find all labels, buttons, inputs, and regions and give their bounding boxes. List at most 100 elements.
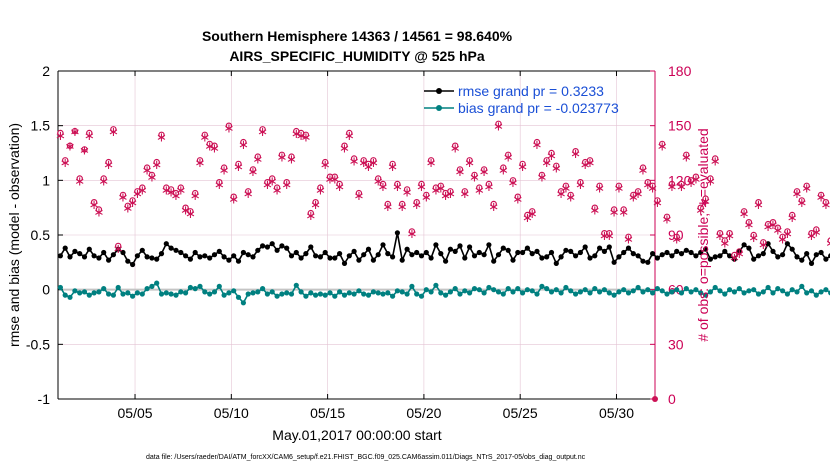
possible-obs-marker: [784, 228, 791, 235]
possible-obs-marker: [514, 193, 522, 200]
evaluated-obs-marker: ∗: [132, 187, 143, 202]
data-point: [192, 249, 198, 256]
evaluated-obs-marker: ∗: [686, 176, 697, 191]
possible-obs-marker: [697, 204, 704, 211]
data-point: [240, 300, 246, 306]
data-point: [130, 261, 136, 268]
data-point: [433, 282, 439, 288]
data-point: [520, 290, 526, 296]
data-point: [163, 241, 169, 247]
evaluated-obs-marker: ∗: [373, 174, 384, 189]
evaluated-obs-marker: ∗: [796, 196, 807, 211]
possible-obs-marker: [216, 178, 223, 186]
data-point: [375, 290, 381, 296]
possible-obs-marker: [437, 182, 444, 189]
possible-obs-marker: [480, 166, 488, 173]
y-tick-label: 1.5: [31, 118, 51, 134]
data-point: [443, 292, 449, 298]
possible-obs-marker: [427, 157, 435, 164]
possible-obs-marker: [529, 208, 536, 215]
evaluated-obs-marker: ∗: [580, 158, 591, 173]
data-point: [755, 291, 762, 297]
data-point: [481, 290, 487, 296]
evaluated-obs-marker: ∗: [262, 178, 273, 193]
evaluated-obs-marker: ∗: [166, 185, 177, 200]
plot-area: ∗∗∗∗∗∗∗∗∗∗∗∗∗∗∗∗∗∗∗∗∗∗∗∗∗∗∗∗∗∗∗∗∗∗∗∗∗∗∗∗…: [55, 120, 830, 402]
data-point: [823, 287, 829, 293]
data-point: [341, 260, 348, 266]
evaluated-obs-marker: ∗: [719, 236, 730, 251]
evaluated-obs-marker: ∗: [806, 229, 817, 244]
data-point: [476, 287, 482, 293]
evaluated-obs-marker: ∗: [772, 224, 783, 239]
possible-obs-marker: [86, 129, 93, 137]
possible-obs-marker: [500, 164, 507, 171]
evaluated-obs-marker: ∗: [272, 183, 283, 198]
possible-obs-marker: [644, 178, 652, 186]
data-point: [452, 286, 458, 292]
possible-obs-marker: [813, 226, 820, 233]
possible-obs-marker: [177, 184, 184, 191]
possible-obs-marker: [755, 198, 762, 206]
possible-obs-marker: [403, 186, 411, 193]
data-point: [380, 291, 386, 297]
data-point: [438, 290, 444, 296]
evaluated-obs-marker: ∗: [618, 205, 629, 220]
possible-obs-marker: [110, 126, 117, 133]
data-point: [587, 255, 593, 261]
data-point: [621, 287, 627, 293]
evaluated-obs-marker: ∗: [79, 143, 90, 158]
data-point: [226, 290, 232, 296]
data-point: [799, 283, 805, 289]
possible-obs-marker: [731, 251, 738, 259]
legend-marker: [436, 105, 442, 111]
data-point: [303, 293, 309, 299]
data-point: [187, 256, 193, 262]
data-point: [823, 256, 829, 262]
evaluated-obs-marker: ∗: [652, 196, 663, 211]
data-point: [91, 290, 97, 296]
evaluated-obs-marker: ∗: [662, 213, 673, 228]
data-point: [120, 291, 126, 297]
evaluated-obs-marker: ∗: [469, 171, 480, 186]
data-point: [818, 289, 824, 295]
possible-obs-marker: [659, 140, 666, 148]
data-point: [96, 289, 102, 295]
possible-obs-marker: [389, 160, 396, 168]
evaluated-obs-marker: ∗: [349, 154, 360, 169]
data-point: [717, 253, 723, 259]
data-point: [178, 289, 184, 295]
evaluated-obs-marker: ∗: [801, 182, 812, 197]
y-tick-label: 0.5: [31, 227, 51, 243]
possible-obs-marker: [692, 173, 700, 180]
evaluated-obs-marker: ∗: [671, 233, 682, 248]
possible-obs-marker: [283, 178, 290, 186]
legend-label: bias grand pr = -0.023773: [458, 100, 619, 116]
evaluated-obs-marker: ∗: [402, 185, 413, 200]
possible-obs-marker: [100, 175, 107, 182]
possible-obs-marker: [273, 184, 281, 191]
evaluated-obs-marker: ∗: [811, 225, 822, 240]
data-point: [399, 257, 405, 263]
evaluated-obs-marker: ∗: [315, 183, 326, 198]
evaluated-obs-marker: ∗: [435, 182, 446, 197]
evaluated-obs-marker: ∗: [551, 162, 562, 177]
evaluated-obs-marker: ∗: [430, 183, 441, 198]
possible-obs-marker: [399, 200, 406, 208]
possible-obs-marker: [370, 157, 377, 164]
data-point: [650, 290, 656, 296]
y-axis-label: rmse and bias (model - observation): [6, 123, 22, 347]
evaluated-obs-marker: ∗: [161, 183, 172, 198]
possible-obs-marker: [663, 213, 671, 220]
evaluated-obs-marker: ∗: [74, 174, 85, 189]
possible-obs-marker: [509, 177, 517, 184]
possible-obs-marker: [524, 211, 531, 219]
data-point: [601, 287, 608, 293]
data-point: [520, 249, 526, 256]
possible-obs-marker: [182, 204, 189, 211]
x-tick-label: 05/15: [310, 405, 345, 421]
possible-obs-marker: [254, 153, 261, 160]
data-point: [337, 251, 343, 257]
possible-obs-marker: [452, 142, 459, 149]
possible-obs-marker: [769, 218, 777, 226]
